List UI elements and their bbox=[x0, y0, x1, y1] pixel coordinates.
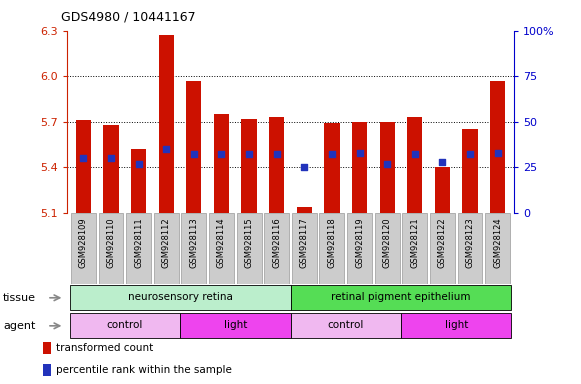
Point bbox=[382, 161, 392, 167]
Bar bbox=[485, 213, 510, 284]
Text: GSM928112: GSM928112 bbox=[162, 218, 171, 268]
Text: GSM928114: GSM928114 bbox=[217, 218, 226, 268]
Bar bbox=[214, 114, 229, 213]
Bar bbox=[324, 123, 339, 213]
Point bbox=[493, 150, 502, 156]
Text: light: light bbox=[444, 320, 468, 330]
Point bbox=[300, 164, 309, 170]
Text: GSM928119: GSM928119 bbox=[355, 218, 364, 268]
Bar bbox=[403, 213, 427, 284]
Bar bbox=[154, 213, 179, 284]
Text: GSM928113: GSM928113 bbox=[189, 218, 198, 268]
Bar bbox=[430, 213, 455, 284]
Text: GSM928109: GSM928109 bbox=[79, 218, 88, 268]
Text: GSM928116: GSM928116 bbox=[272, 218, 281, 268]
Bar bbox=[379, 122, 394, 213]
Point bbox=[465, 151, 475, 157]
Text: GSM928121: GSM928121 bbox=[410, 218, 419, 268]
Text: retinal pigment epithelium: retinal pigment epithelium bbox=[331, 292, 471, 302]
Point bbox=[162, 146, 171, 152]
Text: GSM928123: GSM928123 bbox=[465, 218, 475, 268]
Text: GSM928117: GSM928117 bbox=[300, 218, 309, 268]
Text: percentile rank within the sample: percentile rank within the sample bbox=[56, 365, 232, 375]
Bar bbox=[242, 119, 257, 213]
Bar bbox=[103, 125, 119, 213]
Bar bbox=[42, 364, 51, 376]
Bar bbox=[352, 122, 367, 213]
Bar bbox=[180, 313, 290, 338]
Bar bbox=[320, 213, 345, 284]
Bar bbox=[292, 213, 317, 284]
Text: GSM928115: GSM928115 bbox=[245, 218, 253, 268]
Bar bbox=[462, 129, 478, 213]
Text: transformed count: transformed count bbox=[56, 343, 153, 353]
Bar bbox=[126, 213, 151, 284]
Bar bbox=[70, 285, 290, 310]
Bar bbox=[375, 213, 400, 284]
Bar bbox=[70, 313, 180, 338]
Text: control: control bbox=[107, 320, 143, 330]
Point bbox=[106, 155, 116, 161]
Bar bbox=[290, 313, 401, 338]
Point bbox=[437, 159, 447, 165]
Bar bbox=[458, 213, 482, 284]
Point bbox=[245, 151, 254, 157]
Text: GSM928122: GSM928122 bbox=[438, 218, 447, 268]
Bar bbox=[264, 213, 289, 284]
Text: tissue: tissue bbox=[3, 293, 36, 303]
Bar bbox=[401, 313, 511, 338]
Point bbox=[189, 151, 199, 157]
Bar bbox=[159, 35, 174, 213]
Text: GSM928111: GSM928111 bbox=[134, 218, 143, 268]
Bar bbox=[347, 213, 372, 284]
Text: GSM928120: GSM928120 bbox=[383, 218, 392, 268]
Bar bbox=[407, 117, 422, 213]
Bar bbox=[490, 81, 505, 213]
Bar bbox=[269, 117, 284, 213]
Bar bbox=[181, 213, 206, 284]
Bar bbox=[99, 213, 123, 284]
Text: neurosensory retina: neurosensory retina bbox=[128, 292, 232, 302]
Bar bbox=[236, 213, 261, 284]
Text: GSM928110: GSM928110 bbox=[106, 218, 116, 268]
Point bbox=[217, 151, 226, 157]
Point bbox=[272, 151, 281, 157]
Text: GSM928118: GSM928118 bbox=[328, 218, 336, 268]
Text: agent: agent bbox=[3, 321, 35, 331]
Point bbox=[327, 151, 336, 157]
Point bbox=[410, 151, 419, 157]
Point bbox=[355, 150, 364, 156]
Point bbox=[134, 161, 144, 167]
Bar bbox=[297, 207, 312, 213]
Bar bbox=[209, 213, 234, 284]
Bar bbox=[131, 149, 146, 213]
Bar bbox=[76, 120, 91, 213]
Bar bbox=[42, 342, 51, 354]
Bar bbox=[71, 213, 96, 284]
Text: light: light bbox=[224, 320, 247, 330]
Text: GDS4980 / 10441167: GDS4980 / 10441167 bbox=[61, 10, 196, 23]
Bar bbox=[290, 285, 511, 310]
Point bbox=[79, 155, 88, 161]
Text: GSM928124: GSM928124 bbox=[493, 218, 502, 268]
Bar bbox=[187, 81, 202, 213]
Bar bbox=[435, 167, 450, 213]
Text: control: control bbox=[328, 320, 364, 330]
